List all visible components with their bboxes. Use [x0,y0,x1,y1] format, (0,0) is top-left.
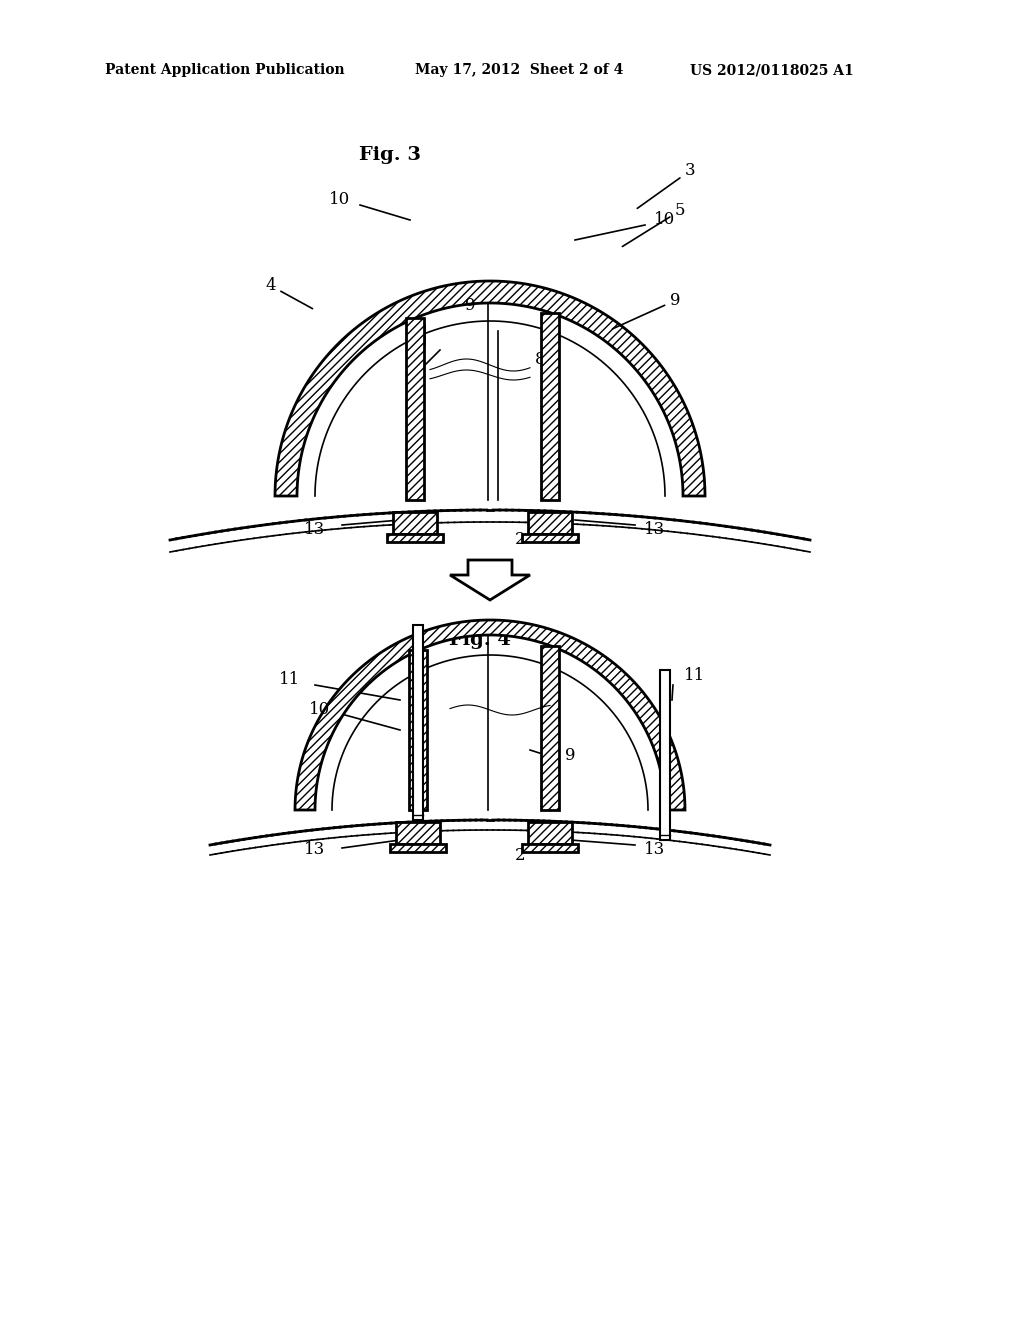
Text: Fig. 3: Fig. 3 [359,147,421,164]
Polygon shape [450,560,530,601]
Text: 13: 13 [304,842,326,858]
Text: Patent Application Publication: Patent Application Publication [105,63,345,77]
Text: 13: 13 [644,521,666,539]
PathPatch shape [275,281,705,496]
PathPatch shape [528,512,572,535]
Text: 13: 13 [304,521,326,539]
PathPatch shape [413,624,423,820]
PathPatch shape [660,671,670,840]
Text: Fig. 4: Fig. 4 [450,631,511,649]
PathPatch shape [295,620,685,810]
Text: 8: 8 [404,367,416,384]
PathPatch shape [393,512,437,535]
PathPatch shape [406,318,424,500]
PathPatch shape [541,645,559,810]
Text: 10: 10 [309,701,331,718]
Text: 2: 2 [515,532,525,549]
Text: 11: 11 [684,667,706,684]
PathPatch shape [522,535,578,543]
Text: 9: 9 [410,346,420,363]
Text: 11: 11 [280,672,301,689]
Text: 5: 5 [623,202,685,247]
PathPatch shape [528,822,572,843]
Text: 10: 10 [330,191,350,209]
PathPatch shape [387,535,443,543]
Text: 2: 2 [515,846,525,863]
Text: May 17, 2012  Sheet 2 of 4: May 17, 2012 Sheet 2 of 4 [415,63,624,77]
PathPatch shape [522,843,578,851]
Text: 13: 13 [644,842,666,858]
Text: 9: 9 [612,292,681,329]
Text: 9: 9 [465,297,475,314]
Text: 4: 4 [265,277,312,309]
Text: US 2012/0118025 A1: US 2012/0118025 A1 [690,63,854,77]
PathPatch shape [390,843,446,851]
PathPatch shape [409,651,427,810]
PathPatch shape [541,313,559,500]
Text: 10: 10 [654,211,676,228]
Text: 8: 8 [535,351,546,368]
Text: 3: 3 [637,162,695,209]
PathPatch shape [396,822,440,843]
Text: 9: 9 [565,747,575,763]
